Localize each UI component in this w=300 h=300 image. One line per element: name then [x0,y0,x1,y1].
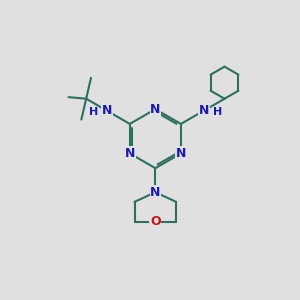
Text: N: N [102,104,112,117]
Text: N: N [199,104,209,117]
Text: N: N [150,103,161,116]
Text: H: H [213,107,222,117]
Text: N: N [176,147,186,160]
Text: N: N [124,147,135,160]
Text: H: H [89,107,98,117]
Text: N: N [150,186,161,199]
Text: O: O [150,215,161,228]
